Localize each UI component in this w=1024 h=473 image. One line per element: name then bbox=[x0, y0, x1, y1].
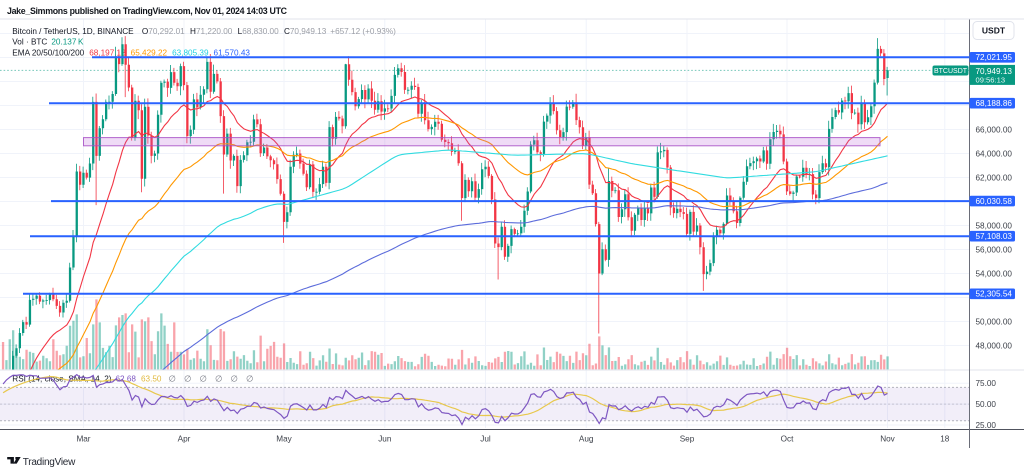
svg-text:∅: ∅ bbox=[231, 374, 239, 384]
svg-text:Jun: Jun bbox=[378, 435, 392, 444]
svg-text:70,949.13: 70,949.13 bbox=[976, 67, 1013, 76]
svg-text:Bitcoin / TetherUS, 1D, BINANC: Bitcoin / TetherUS, 1D, BINANCE O70,292.… bbox=[12, 27, 396, 36]
svg-text:∅: ∅ bbox=[184, 374, 192, 384]
svg-text:52,305.54: 52,305.54 bbox=[976, 290, 1013, 299]
svg-text:60,030.58: 60,030.58 bbox=[976, 197, 1013, 206]
svg-text:USDT: USDT bbox=[982, 26, 1006, 36]
svg-text:57,108.03: 57,108.03 bbox=[976, 232, 1013, 241]
svg-text:Mar: Mar bbox=[76, 435, 90, 444]
svg-text:Jul: Jul bbox=[480, 435, 491, 444]
svg-text:25.00: 25.00 bbox=[976, 421, 997, 430]
svg-text:Oct: Oct bbox=[781, 435, 794, 444]
svg-text:50,000.00: 50,000.00 bbox=[976, 317, 1013, 326]
svg-text:18: 18 bbox=[940, 435, 950, 444]
svg-text:May: May bbox=[276, 435, 292, 444]
svg-text:62,000.00: 62,000.00 bbox=[976, 173, 1013, 182]
svg-text:68,188.86: 68,188.86 bbox=[976, 99, 1013, 108]
svg-text:∅: ∅ bbox=[169, 374, 177, 384]
svg-text:72,021.95: 72,021.95 bbox=[976, 53, 1013, 62]
svg-text:RSI (14, close, SMA, 14, 2)62.: RSI (14, close, SMA, 14, 2) 62.68 63.50 bbox=[12, 375, 162, 384]
svg-text:64,000.00: 64,000.00 bbox=[976, 149, 1013, 158]
svg-text:75.00: 75.00 bbox=[976, 379, 997, 388]
svg-text:09:56:13: 09:56:13 bbox=[976, 76, 1006, 85]
svg-text:56,000.00: 56,000.00 bbox=[976, 245, 1013, 254]
svg-text:50.00: 50.00 bbox=[976, 400, 997, 409]
svg-text:∅: ∅ bbox=[200, 374, 208, 384]
svg-text:Apr: Apr bbox=[178, 435, 191, 444]
svg-text:58,000.00: 58,000.00 bbox=[976, 221, 1013, 230]
svg-text:66,000.00: 66,000.00 bbox=[976, 125, 1013, 134]
svg-text:Aug: Aug bbox=[579, 435, 594, 444]
svg-text:48,000.00: 48,000.00 bbox=[976, 341, 1013, 350]
svg-text:Nov: Nov bbox=[880, 435, 895, 444]
svg-text:TradingView: TradingView bbox=[23, 457, 76, 468]
svg-text:54,000.00: 54,000.00 bbox=[976, 269, 1013, 278]
svg-text:Sep: Sep bbox=[680, 435, 695, 444]
svg-text:∅: ∅ bbox=[215, 374, 223, 384]
svg-text:BTCUSDT: BTCUSDT bbox=[934, 68, 968, 75]
svg-text:∅: ∅ bbox=[246, 374, 254, 384]
